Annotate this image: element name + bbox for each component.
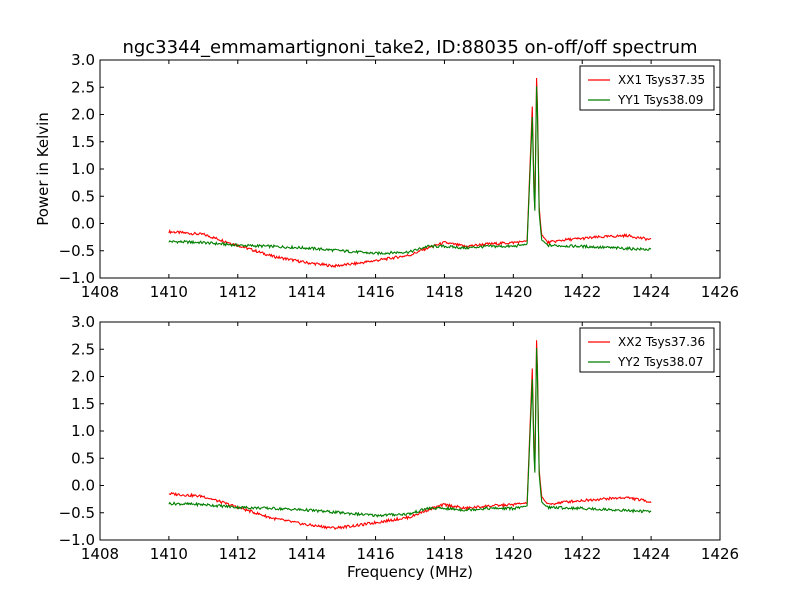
legend-label: XX1 Tsys37.35	[618, 73, 705, 87]
x-tick-label: 1420	[494, 545, 532, 563]
legend-box	[579, 327, 715, 373]
legend: XX1 Tsys37.35 YY1 Tsys38.09	[579, 65, 715, 111]
y-tick-label: 1.5	[71, 395, 95, 413]
y-tick-label: 3.0	[71, 313, 95, 331]
y-tick-label: 0.0	[71, 215, 95, 233]
y-tick-label: −0.5	[59, 504, 95, 522]
y-tick-label: −0.5	[59, 242, 95, 260]
y-tick-label: 1.0	[71, 422, 95, 440]
x-tick-label: 1408	[81, 283, 119, 301]
y-tick-label: 0.5	[71, 449, 95, 467]
x-tick-label: 1426	[701, 283, 739, 301]
y-tick-label: 0.5	[71, 187, 95, 205]
x-tick-label: 1418	[425, 283, 463, 301]
chart-panel-1: 1408 1410 1412 1414 1416 1418 1420 1422 1424 1426…	[34, 51, 739, 301]
y-tick-label: 2.5	[71, 340, 95, 358]
chart-panel-2: 1408 1410 1412 1414 1416 1418 1420 1422 1424 1426…	[59, 313, 740, 581]
x-tick-label: 1412	[219, 545, 257, 563]
series-line	[168, 340, 652, 531]
legend-label: YY1 Tsys38.09	[617, 93, 703, 107]
x-tick-label: 1412	[219, 283, 257, 301]
x-tick-label: 1410	[150, 545, 188, 563]
y-tick-label: 2.0	[71, 368, 95, 386]
x-tick-label: 1420	[494, 283, 532, 301]
x-tick-label: 1416	[356, 545, 394, 563]
legend-box	[579, 65, 715, 111]
y-tick-label: 2.0	[71, 106, 95, 124]
x-tick-label: 1416	[356, 283, 394, 301]
x-tick-label: 1414	[288, 283, 326, 301]
y-tick-label: 1.0	[71, 160, 95, 178]
y-tick-label: 0.0	[71, 477, 95, 495]
x-tick-label: 1422	[563, 545, 601, 563]
legend-label: XX2 Tsys37.36	[618, 335, 705, 349]
series-line	[168, 77, 652, 269]
x-tick-label: 1424	[632, 545, 670, 563]
x-tick-label: 1410	[150, 283, 188, 301]
x-tick-label: 1424	[632, 283, 670, 301]
y-tick-label: −1.0	[59, 531, 95, 549]
y-tick-label: 2.5	[71, 78, 95, 96]
y-tick-label: −1.0	[59, 269, 95, 287]
y-tick-label: 1.5	[71, 133, 95, 151]
x-tick-label: 1426	[701, 545, 739, 563]
y-axis-label: Power in Kelvin	[34, 112, 52, 226]
x-tick-label: 1422	[563, 283, 601, 301]
x-tick-label: 1414	[288, 545, 326, 563]
chart-title: ngc3344_emmamartignoni_take2, ID:88035 o…	[122, 37, 697, 58]
x-axis-label: Frequency (MHz)	[347, 563, 473, 581]
legend-label: YY2 Tsys38.07	[617, 355, 703, 369]
x-tick-label: 1408	[81, 545, 119, 563]
y-tick-label: 3.0	[71, 51, 95, 69]
x-tick-label: 1418	[425, 545, 463, 563]
series-line	[168, 348, 652, 518]
legend: XX2 Tsys37.36 YY2 Tsys38.07	[579, 327, 715, 373]
series-line	[168, 86, 652, 256]
